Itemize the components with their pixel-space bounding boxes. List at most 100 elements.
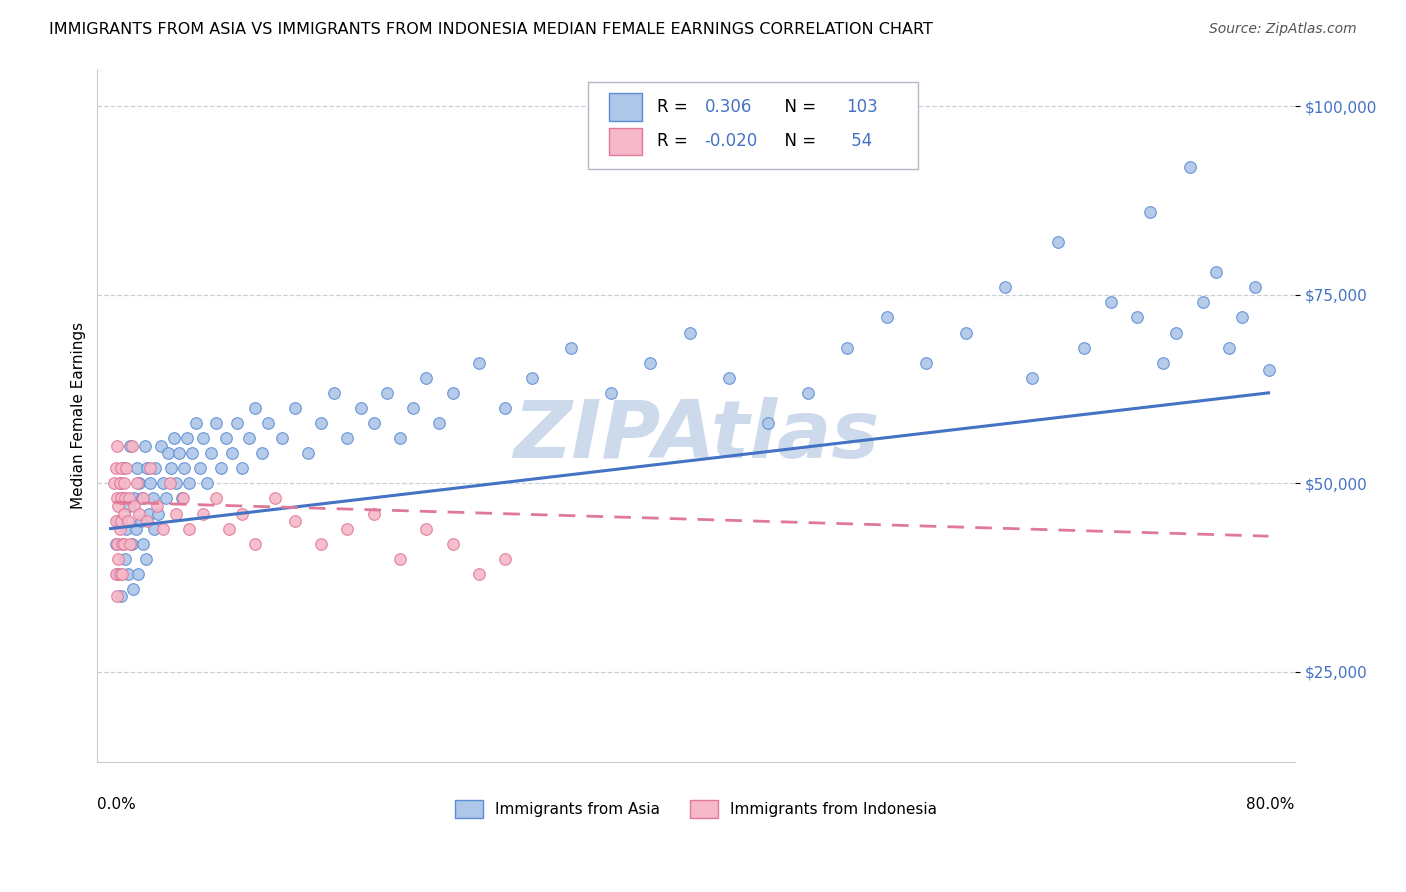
Point xyxy=(994,280,1017,294)
Point xyxy=(132,537,155,551)
Point xyxy=(112,476,135,491)
Point xyxy=(125,476,148,491)
Point xyxy=(1152,356,1174,370)
Point xyxy=(1205,265,1227,279)
Point xyxy=(1046,235,1069,249)
Point xyxy=(176,431,198,445)
Point xyxy=(136,461,159,475)
Point xyxy=(250,446,273,460)
Point xyxy=(134,439,156,453)
Point xyxy=(915,356,938,370)
Point xyxy=(163,431,186,445)
Point xyxy=(876,310,898,325)
Text: 103: 103 xyxy=(846,98,877,116)
Point xyxy=(245,537,267,551)
Point xyxy=(1244,280,1267,294)
Text: ZIPAtlas: ZIPAtlas xyxy=(513,397,879,475)
Point xyxy=(1099,295,1122,310)
Point xyxy=(108,522,131,536)
Point xyxy=(128,476,150,491)
Text: 80.0%: 80.0% xyxy=(1247,797,1295,812)
Point xyxy=(121,537,143,551)
FancyBboxPatch shape xyxy=(609,128,643,155)
Point xyxy=(204,491,226,506)
Point xyxy=(111,566,134,581)
Point xyxy=(231,507,253,521)
Point xyxy=(122,491,145,506)
Point xyxy=(125,461,148,475)
Point xyxy=(441,537,464,551)
Point xyxy=(1178,160,1201,174)
Text: R =: R = xyxy=(657,98,693,116)
Point xyxy=(441,385,464,400)
Point xyxy=(172,491,194,506)
Point xyxy=(1218,341,1240,355)
Point xyxy=(155,491,177,506)
Point xyxy=(560,341,582,355)
Point xyxy=(184,416,207,430)
Point xyxy=(297,446,319,460)
Point xyxy=(599,385,621,400)
Point xyxy=(284,401,307,415)
Point xyxy=(415,522,437,536)
Point xyxy=(110,590,132,604)
Point xyxy=(107,514,129,528)
Point xyxy=(110,514,132,528)
Point xyxy=(142,522,165,536)
Point xyxy=(363,416,385,430)
FancyBboxPatch shape xyxy=(588,82,918,169)
Point xyxy=(200,446,222,460)
FancyBboxPatch shape xyxy=(609,93,643,120)
Point xyxy=(120,537,142,551)
Point xyxy=(110,491,132,506)
Point xyxy=(122,499,145,513)
Point xyxy=(758,416,780,430)
Point xyxy=(104,537,127,551)
Legend: Immigrants from Asia, Immigrants from Indonesia: Immigrants from Asia, Immigrants from In… xyxy=(449,794,943,824)
Point xyxy=(149,439,172,453)
Point xyxy=(104,514,127,528)
Point xyxy=(349,401,371,415)
Point xyxy=(152,476,174,491)
Text: IMMIGRANTS FROM ASIA VS IMMIGRANTS FROM INDONESIA MEDIAN FEMALE EARNINGS CORRELA: IMMIGRANTS FROM ASIA VS IMMIGRANTS FROM … xyxy=(49,22,934,37)
Point xyxy=(117,566,139,581)
Point xyxy=(1191,295,1213,310)
Point xyxy=(231,461,253,475)
Point xyxy=(494,551,516,566)
Point xyxy=(145,499,167,513)
Point xyxy=(132,491,155,506)
Point xyxy=(309,416,332,430)
Point xyxy=(104,461,127,475)
Text: 0.306: 0.306 xyxy=(704,98,752,116)
Point xyxy=(245,401,267,415)
Point xyxy=(112,461,135,475)
Point xyxy=(195,476,218,491)
Point xyxy=(415,371,437,385)
Point xyxy=(110,461,132,475)
Text: 54: 54 xyxy=(846,132,872,151)
Point xyxy=(122,582,145,596)
Point xyxy=(118,491,141,506)
Point xyxy=(1126,310,1149,325)
Point xyxy=(336,431,359,445)
Point xyxy=(115,522,138,536)
Point xyxy=(375,385,398,400)
Point xyxy=(264,491,287,506)
Point xyxy=(955,326,977,340)
Point xyxy=(135,551,157,566)
Point xyxy=(1073,341,1095,355)
Point xyxy=(107,551,129,566)
Point xyxy=(717,371,740,385)
Point xyxy=(118,499,141,513)
Point xyxy=(204,416,226,430)
Point xyxy=(146,507,169,521)
Point xyxy=(638,356,661,370)
Point xyxy=(105,590,128,604)
Point xyxy=(225,416,247,430)
Point xyxy=(120,439,142,453)
Text: Source: ZipAtlas.com: Source: ZipAtlas.com xyxy=(1209,22,1357,37)
Point xyxy=(124,522,146,536)
Point xyxy=(165,507,187,521)
Text: N =: N = xyxy=(773,132,821,151)
Point xyxy=(170,491,193,506)
